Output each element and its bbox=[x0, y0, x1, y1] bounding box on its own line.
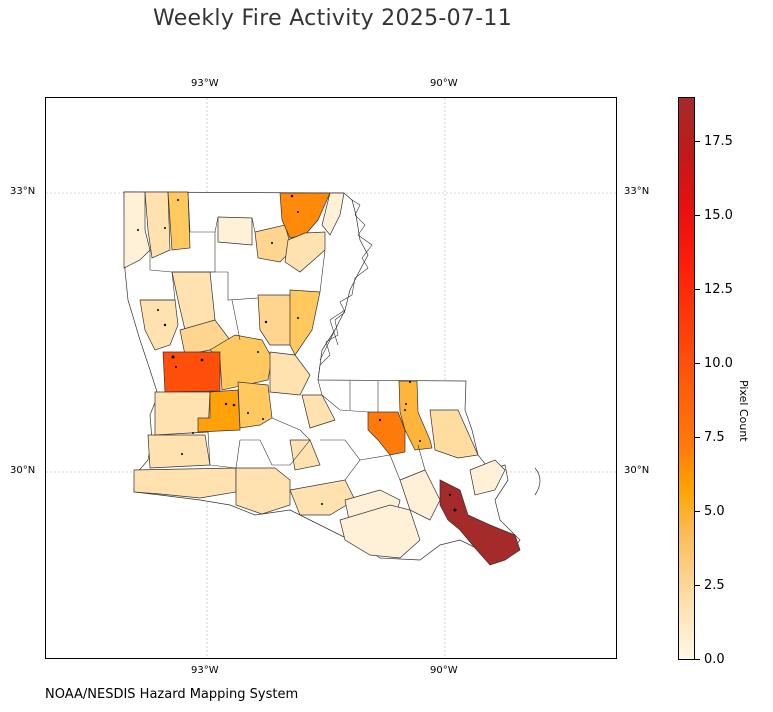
data-credit: NOAA/NESDIS Hazard Mapping System bbox=[45, 687, 299, 702]
map-title: Weekly Fire Activity 2025-07-11 bbox=[152, 6, 513, 31]
cb-tick bbox=[695, 363, 700, 364]
cb-tick bbox=[695, 141, 700, 142]
parish-cameron bbox=[235, 467, 291, 515]
colorbar-tick-label: 0.0 bbox=[704, 652, 725, 667]
parish-stbernard bbox=[469, 459, 506, 496]
cb-tick bbox=[695, 659, 700, 660]
colorbar-tick-label: 10.0 bbox=[704, 356, 733, 371]
parish-sabine bbox=[162, 351, 221, 393]
colorbar-tick-label: 7.5 bbox=[704, 430, 725, 445]
lat-tick-right-33: 33°N bbox=[624, 186, 650, 197]
parish-franklin bbox=[289, 289, 321, 356]
cb-tick bbox=[695, 511, 700, 512]
parish-stlandry bbox=[289, 439, 321, 471]
parish-bossier bbox=[144, 191, 171, 259]
cb-tick bbox=[695, 585, 700, 586]
parish-vermilion bbox=[289, 479, 356, 516]
map-frame bbox=[45, 97, 617, 659]
lon-tick-bottom-90: 90°W bbox=[430, 665, 458, 676]
lat-tick-left-33: 33°N bbox=[10, 186, 36, 197]
parish-sttammany bbox=[429, 409, 479, 459]
fire-points bbox=[137, 194, 457, 512]
cb-tick bbox=[695, 215, 700, 216]
lat-tick-left-30: 30°N bbox=[10, 465, 36, 476]
parishes bbox=[123, 191, 521, 566]
parish-beauregard bbox=[147, 434, 211, 469]
parish-boundaries bbox=[140, 191, 426, 481]
parish-avoyelles bbox=[237, 381, 273, 429]
parish-calcasieu bbox=[133, 467, 237, 499]
parish-catahoula bbox=[269, 351, 311, 396]
parish-lincoln bbox=[217, 216, 253, 246]
parish-washington bbox=[398, 380, 433, 451]
colorbar-tick-label: 5.0 bbox=[704, 504, 725, 519]
parish-lafourche bbox=[399, 469, 441, 521]
parish-pointecoupee bbox=[301, 394, 336, 429]
mississippi-river bbox=[317, 199, 373, 381]
cb-tick bbox=[695, 289, 700, 290]
gridlines bbox=[46, 98, 616, 658]
coast-island bbox=[534, 467, 541, 496]
colorbar-tick-label: 2.5 bbox=[704, 578, 725, 593]
lat-tick-right-30: 30°N bbox=[624, 465, 650, 476]
parish-westcarroll bbox=[321, 192, 345, 236]
parish-westfeliciana bbox=[367, 411, 406, 456]
parish-stmary bbox=[339, 504, 421, 559]
parish-plaquemines bbox=[439, 479, 521, 566]
parish-webster bbox=[167, 191, 191, 251]
lon-tick-top-93: 93°W bbox=[191, 78, 219, 89]
colorbar-tick-label: 12.5 bbox=[704, 282, 733, 297]
colorbar-tick-label: 15.0 bbox=[704, 208, 733, 223]
lon-tick-top-90: 90°W bbox=[430, 78, 458, 89]
parish-caldwell bbox=[257, 294, 293, 346]
colorbar-tick-label: 17.5 bbox=[704, 134, 733, 149]
colorbar-title: Pixel Count bbox=[737, 380, 750, 442]
cb-tick bbox=[695, 437, 700, 438]
lon-tick-bottom-93: 93°W bbox=[191, 665, 219, 676]
colorbar bbox=[678, 97, 695, 660]
